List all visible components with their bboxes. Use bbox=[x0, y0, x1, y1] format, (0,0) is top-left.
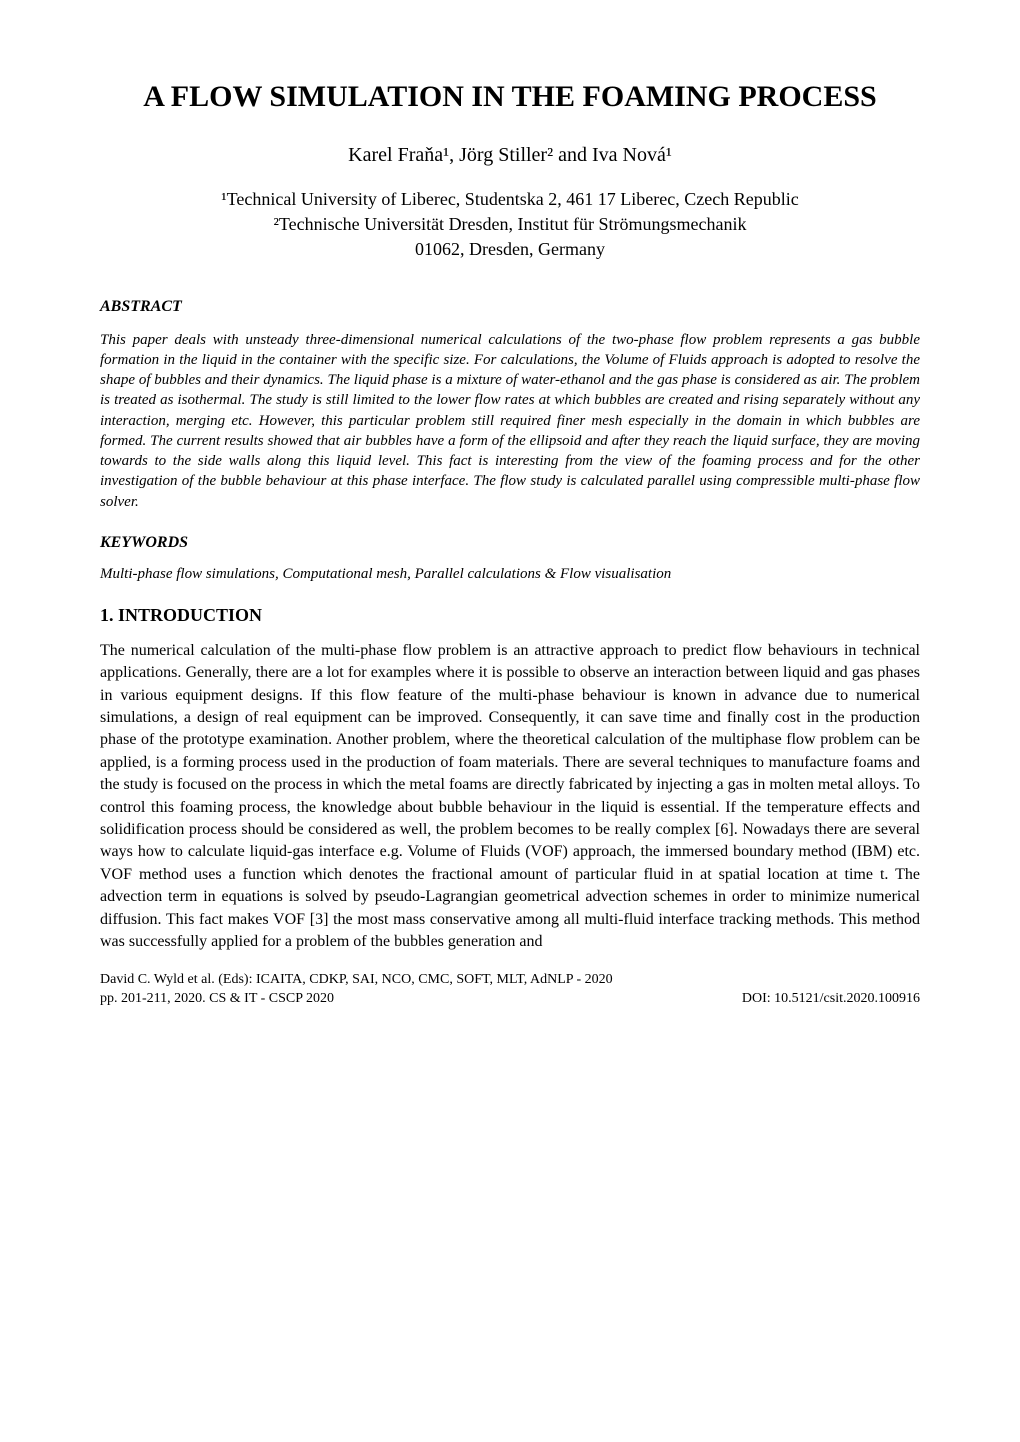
footer-editors: David C. Wyld et al. (Eds): ICAITA, CDKP… bbox=[100, 971, 613, 990]
footer-right: DOI: 10.5121/csit.2020.100916 bbox=[742, 971, 920, 1009]
footer-doi: DOI: 10.5121/csit.2020.100916 bbox=[742, 990, 920, 1009]
keywords-body: Multi-phase flow simulations, Computatio… bbox=[100, 566, 920, 583]
abstract-body: This paper deals with unsteady three-dim… bbox=[100, 330, 920, 512]
page-footer: David C. Wyld et al. (Eds): ICAITA, CDKP… bbox=[100, 971, 920, 1009]
authors-line: Karel Fraňa¹, Jörg Stiller² and Iva Nová… bbox=[100, 144, 920, 167]
abstract-heading: ABSTRACT bbox=[100, 298, 920, 316]
footer-spacer bbox=[742, 971, 920, 990]
introduction-body: The numerical calculation of the multi-p… bbox=[100, 640, 920, 953]
introduction-heading: 1. INTRODUCTION bbox=[100, 605, 920, 626]
affiliation-3: 01062, Dresden, Germany bbox=[100, 237, 920, 262]
keywords-heading: KEYWORDS bbox=[100, 534, 920, 552]
paper-title: A FLOW SIMULATION IN THE FOAMING PROCESS bbox=[100, 80, 920, 114]
affiliations-block: ¹Technical University of Liberec, Studen… bbox=[100, 187, 920, 263]
footer-pages: pp. 201-211, 2020. CS & IT - CSCP 2020 bbox=[100, 990, 613, 1009]
footer-left: David C. Wyld et al. (Eds): ICAITA, CDKP… bbox=[100, 971, 613, 1009]
affiliation-1: ¹Technical University of Liberec, Studen… bbox=[100, 187, 920, 212]
affiliation-2: ²Technische Universität Dresden, Institu… bbox=[100, 212, 920, 237]
